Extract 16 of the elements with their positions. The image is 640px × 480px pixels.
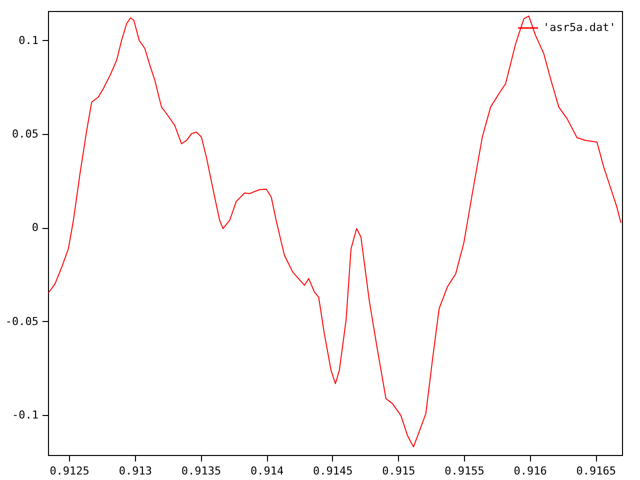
legend-label: 'asr5a.dat' [543, 21, 616, 34]
x-tick-label: 0.913 [118, 464, 152, 478]
y-tick-label: 0.1 [18, 34, 38, 47]
y-tick-label: 0 [32, 221, 38, 234]
x-tick-label: 0.9155 [444, 464, 484, 478]
y-tick-label: 0.05 [12, 128, 38, 141]
x-tick-label: 0.9135 [181, 464, 222, 478]
x-tick-label: 0.916 [514, 464, 547, 478]
y-tick-label: -0.1 [12, 408, 38, 422]
x-tick-label: 0.9165 [576, 464, 616, 478]
x-tick-label: 0.915 [382, 464, 416, 478]
line-series [48, 16, 622, 448]
x-tick-label: 0.9125 [50, 464, 90, 478]
x-tick-label: 0.914 [250, 464, 284, 478]
x-tick-label: 0.9145 [312, 464, 353, 478]
y-tick-label: -0.05 [5, 314, 38, 328]
